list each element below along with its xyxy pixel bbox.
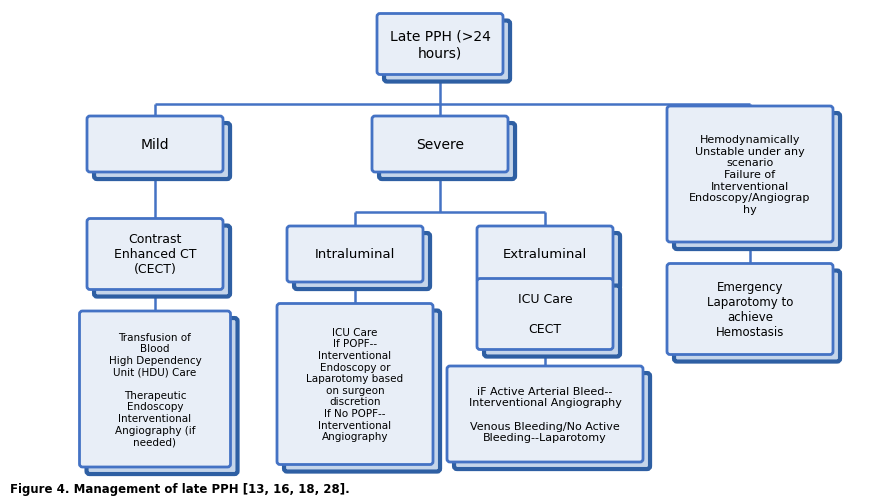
FancyBboxPatch shape — [87, 117, 223, 173]
FancyBboxPatch shape — [294, 233, 430, 290]
Text: Contrast
Enhanced CT
(CECT): Contrast Enhanced CT (CECT) — [114, 233, 196, 276]
Text: Mild: Mild — [141, 138, 169, 152]
Text: Hemodynamically
Unstable under any
scenario
Failure of
Interventional
Endoscopy/: Hemodynamically Unstable under any scena… — [689, 135, 810, 214]
Text: ICU Care

CECT: ICU Care CECT — [517, 293, 572, 336]
FancyBboxPatch shape — [94, 124, 230, 180]
Text: Transfusion of
Blood
High Dependency
Unit (HDU) Care

Therapeutic
Endoscopy
Inte: Transfusion of Blood High Dependency Uni… — [108, 332, 202, 446]
Text: Severe: Severe — [416, 138, 464, 152]
FancyBboxPatch shape — [372, 117, 508, 173]
Text: Late PPH (>24
hours): Late PPH (>24 hours) — [390, 30, 490, 60]
FancyBboxPatch shape — [484, 233, 620, 290]
Text: Intraluminal: Intraluminal — [315, 248, 395, 261]
FancyBboxPatch shape — [674, 114, 840, 249]
FancyBboxPatch shape — [87, 219, 223, 290]
FancyBboxPatch shape — [454, 373, 650, 469]
FancyBboxPatch shape — [447, 366, 643, 462]
FancyBboxPatch shape — [86, 319, 238, 474]
FancyBboxPatch shape — [674, 271, 840, 362]
Text: Figure 4. Management of late PPH [13, 16, 18, 28].: Figure 4. Management of late PPH [13, 16… — [10, 482, 349, 495]
FancyBboxPatch shape — [667, 107, 833, 242]
FancyBboxPatch shape — [94, 226, 230, 297]
FancyBboxPatch shape — [667, 264, 833, 355]
FancyBboxPatch shape — [287, 226, 423, 283]
FancyBboxPatch shape — [477, 279, 613, 350]
FancyBboxPatch shape — [377, 15, 503, 75]
FancyBboxPatch shape — [484, 286, 620, 357]
FancyBboxPatch shape — [284, 311, 440, 471]
Text: ICU Care
If POPF--
Interventional
Endoscopy or
Laparotomy based
on surgeon
discr: ICU Care If POPF-- Interventional Endosc… — [306, 327, 404, 441]
FancyBboxPatch shape — [384, 22, 510, 82]
Text: Emergency
Laparotomy to
achieve
Hemostasis: Emergency Laparotomy to achieve Hemostas… — [707, 281, 793, 338]
FancyBboxPatch shape — [79, 312, 231, 467]
FancyBboxPatch shape — [477, 226, 613, 283]
FancyBboxPatch shape — [379, 124, 515, 180]
Text: iF Active Arterial Bleed--
Interventional Angiography

Venous Bleeding/No Active: iF Active Arterial Bleed-- Interventiona… — [468, 386, 621, 442]
FancyBboxPatch shape — [277, 304, 433, 464]
Text: Extraluminal: Extraluminal — [502, 248, 587, 261]
